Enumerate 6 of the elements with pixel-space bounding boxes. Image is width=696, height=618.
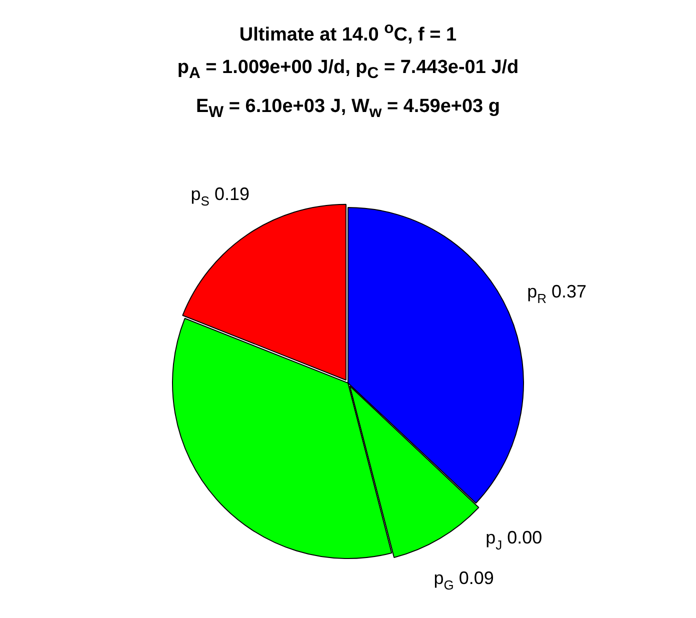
text: 0.00	[507, 528, 542, 548]
text: p$_{A}$ = 1.009e+00 J/d, p$_{C}$ = 7.443e-01 J/d E$_{W}$ = 6.10e+03 J, W$_{w}$ = 4.59e+03 g	[177, 57, 519, 121]
data-label: 0.37	[546, 282, 587, 302]
chart-title: Ultimate at 14.0 $^{o}$C, f = 1	[238, 19, 458, 48]
data-label: 0.19	[209, 184, 250, 204]
data-label: 0.09	[454, 568, 494, 588]
